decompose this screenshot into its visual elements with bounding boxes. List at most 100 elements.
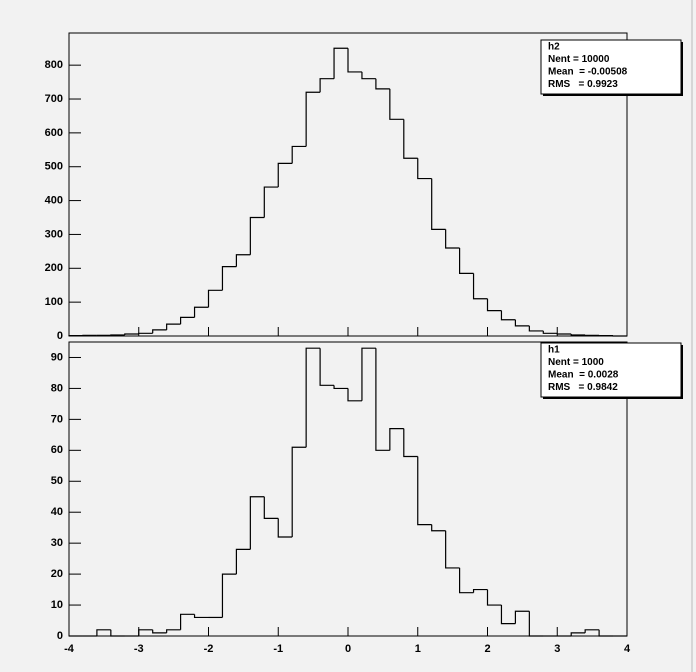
x-tick-label: 2	[484, 643, 490, 655]
histogram-bin	[138, 629, 153, 636]
histogram-bin	[152, 329, 167, 334]
histogram-bin	[403, 428, 418, 458]
stats-line: Mean = -0.00508	[548, 67, 628, 78]
y-tick-label: 50	[51, 475, 63, 487]
histogram-bin	[445, 530, 460, 569]
histogram-bin	[459, 567, 474, 594]
stats-line: RMS = 0.9842	[548, 382, 618, 393]
x-tick-label: 1	[415, 643, 421, 655]
histogram-bin	[361, 71, 376, 80]
stats-box	[540, 39, 682, 95]
histogram-bin	[403, 119, 418, 159]
x-tick-label: 0	[345, 643, 351, 655]
histogram-bin	[514, 610, 530, 624]
histogram-bin	[291, 145, 307, 164]
stats-line: h1	[548, 345, 560, 356]
y-tick-label: 20	[51, 568, 63, 580]
y-tick-label: 40	[51, 506, 63, 518]
y-tick-label: 10	[51, 599, 63, 611]
histogram-bin	[193, 306, 209, 318]
histogram-bin	[277, 162, 293, 188]
histogram-bin	[249, 216, 265, 255]
y-tick-label: 800	[45, 59, 63, 71]
y-tick-label: 200	[45, 262, 63, 274]
y-tick-label: 0	[57, 330, 63, 342]
histogram-bin	[389, 428, 404, 451]
x-tick-label: -4	[64, 643, 75, 655]
histogram-bin	[263, 496, 279, 519]
y-tick-label: 30	[51, 537, 63, 549]
histogram-bin	[347, 388, 362, 402]
histogram-bin	[166, 629, 181, 633]
histogram-bin	[319, 348, 335, 386]
histogram-bin	[96, 629, 111, 636]
y-tick-label: 600	[45, 127, 63, 139]
histogram-bin	[319, 78, 335, 93]
histogram-bin	[389, 88, 404, 120]
histogram-bin	[193, 614, 209, 619]
histogram-bin	[486, 589, 502, 606]
stats-line: Mean = 0.0028	[548, 370, 619, 381]
histogram-bin	[291, 446, 307, 537]
histogram-bin	[486, 298, 502, 312]
stats-box	[540, 342, 682, 398]
stats-line: Nent = 1000	[548, 357, 604, 368]
histogram-bin	[235, 548, 251, 575]
x-tick-label: 4	[624, 643, 631, 655]
histogram-bin	[417, 158, 432, 180]
y-tick-label: 500	[45, 161, 63, 173]
histogram-bin	[110, 629, 125, 637]
histogram-bin	[305, 347, 321, 448]
histogram-bin	[431, 524, 446, 532]
histogram-bin	[459, 247, 474, 274]
stats-line: RMS = 0.9923	[548, 79, 618, 90]
histogram-bin	[333, 47, 348, 79]
histogram-bin	[584, 629, 600, 633]
y-tick-label: 60	[51, 444, 63, 456]
histogram-bin	[166, 323, 181, 330]
histogram-bin	[556, 333, 572, 335]
histogram-bin	[570, 632, 586, 636]
y-tick-label: 80	[51, 382, 63, 394]
histogram-bin	[542, 330, 558, 334]
histogram-bin	[263, 186, 279, 218]
histogram-bin	[500, 605, 516, 625]
histogram-bin	[180, 316, 195, 325]
histogram-bin	[445, 229, 460, 249]
y-tick-label: 700	[45, 93, 63, 105]
histogram-bin	[207, 289, 223, 308]
x-tick-label: -3	[134, 643, 144, 655]
y-tick-label: 400	[45, 194, 63, 206]
histogram-bin	[180, 613, 195, 630]
stats-line: Nent = 10000	[548, 54, 610, 65]
histogram-bin	[221, 573, 237, 618]
histogram-bin	[472, 273, 488, 300]
y-tick-label: 300	[45, 228, 63, 240]
histogram-bin	[221, 265, 237, 291]
histogram-bin	[431, 178, 446, 230]
histogram-bin	[152, 629, 167, 634]
histogram-bin	[361, 347, 376, 401]
histogram-bin	[277, 518, 293, 538]
y-tick-label: 70	[51, 413, 63, 425]
histogram-bin	[138, 332, 153, 334]
x-tick-label: 3	[554, 643, 560, 655]
y-tick-label: 90	[51, 351, 63, 363]
histogram-bin	[333, 385, 348, 390]
histogram-bin	[500, 310, 516, 321]
histogram-bin	[305, 91, 321, 147]
stats-line: h2	[548, 42, 560, 53]
histogram-bin	[235, 254, 251, 267]
histogram-bin	[598, 629, 614, 637]
histogram-bin	[514, 319, 530, 327]
histogram-bin	[375, 348, 390, 451]
histogram-bin	[570, 333, 586, 336]
histogram-bin	[124, 333, 139, 335]
histogram-bin	[375, 78, 390, 90]
histogram-bin	[528, 611, 544, 637]
histogram-bin	[417, 456, 432, 526]
x-tick-label: -2	[204, 643, 214, 655]
histogram-bin	[249, 496, 265, 550]
